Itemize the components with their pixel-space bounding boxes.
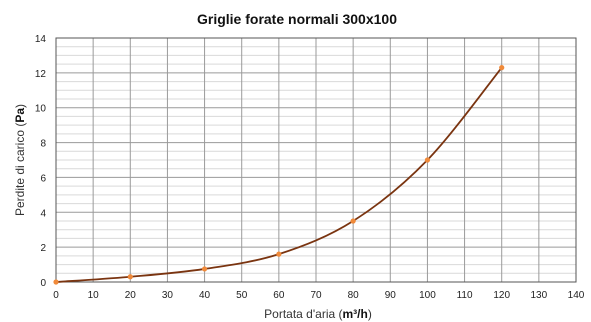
- y-axis-label-unit: Pa: [13, 108, 27, 123]
- x-tick-label: 10: [88, 290, 100, 301]
- x-tick-label: 60: [273, 290, 285, 301]
- y-tick-label: 0: [40, 278, 46, 289]
- x-axis-tick-labels: 0 10 20 30 40 50 60 70 80 90 100 110 120 130 140: [53, 290, 585, 301]
- y-tick-label: 2: [40, 243, 46, 254]
- x-tick-label: 130: [531, 290, 548, 301]
- data-point: [53, 279, 59, 285]
- data-point: [424, 157, 431, 163]
- x-tick-label: 20: [125, 290, 137, 301]
- data-point: [276, 251, 282, 257]
- data-point: [499, 65, 505, 71]
- x-tick-label: 120: [493, 290, 510, 301]
- data-point: [350, 218, 356, 224]
- plot-area-border: [55, 37, 577, 283]
- data-point: [201, 266, 208, 272]
- x-axis-label-unit: m³/h: [343, 307, 368, 321]
- x-tick-label: 40: [199, 290, 211, 301]
- y-axis-label-text: Perdite di carico: [13, 130, 27, 216]
- x-tick-label: 100: [419, 290, 436, 301]
- x-tick-label: 70: [310, 290, 322, 301]
- y-axis-label: Perdite di carico (Pa): [13, 104, 27, 216]
- y-tick-label: 10: [35, 104, 47, 115]
- y-axis-tick-labels: 0 2 4 6 8 10 12 14: [35, 34, 47, 289]
- x-axis-label: Portata d'aria (m³/h): [264, 307, 372, 321]
- x-tick-label: 80: [348, 290, 360, 301]
- y-tick-label: 14: [35, 34, 47, 45]
- x-tick-label: 90: [385, 290, 397, 301]
- series-group: [53, 65, 505, 285]
- x-tick-label: 0: [53, 290, 59, 301]
- x-axis-label-text: Portata d'aria: [264, 307, 335, 321]
- chart-title: Griglie forate normali 300x100: [197, 11, 397, 27]
- y-tick-label: 12: [35, 69, 47, 80]
- y-tick-label: 6: [40, 173, 46, 184]
- x-tick-label: 110: [457, 290, 473, 301]
- y-tick-label: 8: [40, 139, 46, 150]
- y-tick-label: 4: [40, 208, 46, 219]
- x-tick-label: 30: [162, 290, 174, 301]
- x-tick-label: 140: [568, 290, 585, 301]
- data-point: [127, 274, 133, 280]
- x-tick-label: 50: [236, 290, 248, 301]
